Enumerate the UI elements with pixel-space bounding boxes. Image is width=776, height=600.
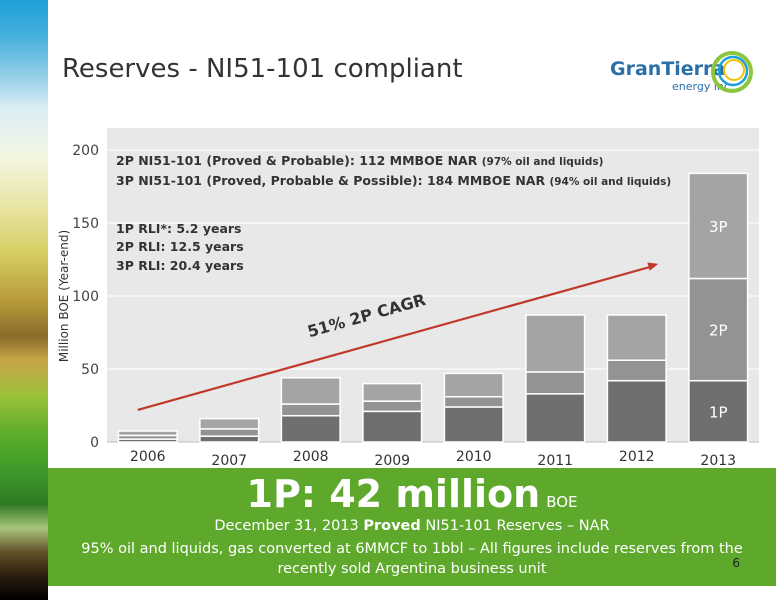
x-tick-label: 2012 (619, 449, 655, 465)
rli-2p: 2P RLI: 12.5 years (116, 239, 244, 254)
company-logo: GranTierra energy inc. (610, 48, 760, 100)
bar-stack (525, 314, 586, 443)
rli-3p: 3P RLI: 20.4 years (116, 258, 244, 273)
banner-footnote: 95% oil and liquids, gas converted at 6M… (81, 541, 743, 577)
rli-1p: 1P RLI*: 5.2 years (116, 221, 242, 236)
x-tick-label: 2013 (700, 453, 736, 468)
bar-segment-1p (525, 393, 586, 443)
reserves-chart: 0 50 100 150 200 Million BOE (Year-end) 2006 20… (57, 128, 759, 468)
bar-segment-3p (688, 172, 749, 280)
page-number: 6 (732, 556, 740, 570)
bar-stack (606, 314, 667, 443)
chart-annotations: 2P NI51-101 (Proved & Probable): 112 MMB… (116, 153, 671, 273)
logo-ring-icon (711, 51, 753, 93)
x-tick-label: 2006 (130, 449, 166, 465)
bar-stack (199, 417, 260, 443)
x-tick-label: 2011 (537, 453, 573, 468)
banner-date-text: December 31, 2013 (214, 518, 364, 534)
segment-label-3p: 3P (709, 218, 728, 236)
banner-headline-unit: BOE (546, 493, 578, 511)
x-tick-label: 2008 (293, 449, 329, 465)
logo-wordmark: GranTierra (610, 58, 726, 80)
bar-segment-3p (199, 417, 260, 430)
bar-segment-1p (280, 414, 341, 443)
bar-segment-2p (688, 277, 749, 382)
banner-reserves-text: NI51-101 Reserves – NAR (420, 518, 610, 534)
bar-segment-2p (199, 428, 260, 437)
segment-label-2p: 2P (709, 322, 728, 340)
bar-segment-1p (199, 435, 260, 443)
banner-date-line: December 31, 2013 Proved NI51-101 Reserv… (48, 518, 776, 534)
bar-segment-1p (688, 379, 749, 443)
segment-label-1p: 1P (709, 403, 728, 421)
trend-line (137, 265, 651, 411)
decorative-side-strip (0, 0, 48, 600)
bar-stack (117, 430, 178, 443)
bar-segment-3p (362, 382, 423, 402)
bar-segment-2p (280, 403, 341, 417)
y-tick-label: 100 (72, 289, 99, 305)
banner-headline: 1P: 42 million BOE (48, 472, 776, 516)
annotation-3p: 3P NI51-101 (Proved, Probable & Possible… (116, 173, 671, 188)
summary-banner: 1P: 42 million BOE December 31, 2013 Prov… (48, 468, 776, 586)
bars: 1P 2P 3P (117, 172, 749, 443)
y-tick-label: 150 (72, 216, 99, 232)
banner-proved-text: Proved (363, 518, 421, 534)
bar-segment-3p (443, 372, 504, 398)
y-tick-label: 50 (81, 362, 99, 378)
y-axis-title: Million BOE (Year-end) (57, 230, 71, 362)
bar-segment-3p (117, 430, 178, 437)
bar-segment-3p (525, 314, 586, 373)
trend-arrowhead (647, 262, 659, 271)
bar-segment-2p (362, 400, 423, 413)
bar-segment-1p (443, 406, 504, 443)
bar-segment-2p (606, 359, 667, 382)
slide-title: Reserves - NI51-101 compliant (62, 54, 463, 84)
y-tick-label: 0 (90, 435, 99, 451)
bar-segment-3p (280, 377, 341, 405)
bar-segment-2p (443, 395, 504, 408)
bar-stack: 1P 2P 3P (688, 172, 749, 443)
bar-stack (443, 372, 504, 443)
bar-segment-2p (525, 371, 586, 395)
banner-headline-value: 1P: 42 million (246, 472, 541, 516)
x-tick-label: 2007 (211, 453, 247, 468)
bar-segment-1p (606, 379, 667, 443)
y-tick-label: 200 (72, 143, 99, 159)
bar-segment-3p (606, 314, 667, 361)
bar-stack (280, 377, 341, 443)
x-tick-label: 2010 (456, 449, 492, 465)
x-tick-label: 2009 (374, 453, 410, 468)
bar-stack (362, 382, 423, 443)
annotation-2p: 2P NI51-101 (Proved & Probable): 112 MMB… (116, 153, 603, 168)
bar-segment-1p (362, 410, 423, 443)
